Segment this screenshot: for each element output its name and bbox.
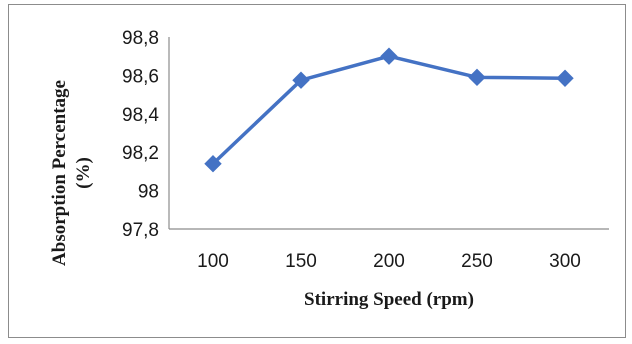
data-point-marker <box>468 68 486 87</box>
y-tick-labels: 97,8 98 98,2 98,4 98,6 98,8 <box>122 28 159 241</box>
y-tick-label: 98 <box>138 182 159 203</box>
y-tick-label: 97,8 <box>122 220 159 241</box>
x-tick-label: 250 <box>461 251 493 272</box>
data-point-marker <box>556 69 574 87</box>
y-tick-label: 98,6 <box>122 66 159 87</box>
y-axis-title: Absorption Percentage (%) <box>49 80 94 266</box>
x-axis-title: Stirring Speed (rpm) <box>304 289 474 310</box>
data-point-marker <box>380 47 398 65</box>
y-axis-title-line-2: (%) <box>73 157 94 189</box>
x-tick-label: 100 <box>197 251 229 272</box>
x-tick-label: 200 <box>373 251 405 272</box>
line-chart: Absorption Percentage (%) Stirring Speed… <box>49 28 609 310</box>
y-tick-label: 98,4 <box>122 105 159 126</box>
series-layer <box>204 47 574 173</box>
y-tick-label: 98,8 <box>122 28 159 49</box>
x-tick-label: 300 <box>549 251 581 272</box>
series-line <box>211 54 566 165</box>
x-tick-label: 150 <box>285 251 317 272</box>
chart-frame: Absorption Percentage (%) Stirring Speed… <box>8 4 626 338</box>
y-tick-label: 98,2 <box>122 143 159 164</box>
x-tick-labels: 100 150 200 250 300 <box>197 251 581 272</box>
y-axis-title-line-1: Absorption Percentage <box>49 80 70 266</box>
data-point-marker <box>292 71 310 89</box>
data-point-marker <box>204 155 222 173</box>
